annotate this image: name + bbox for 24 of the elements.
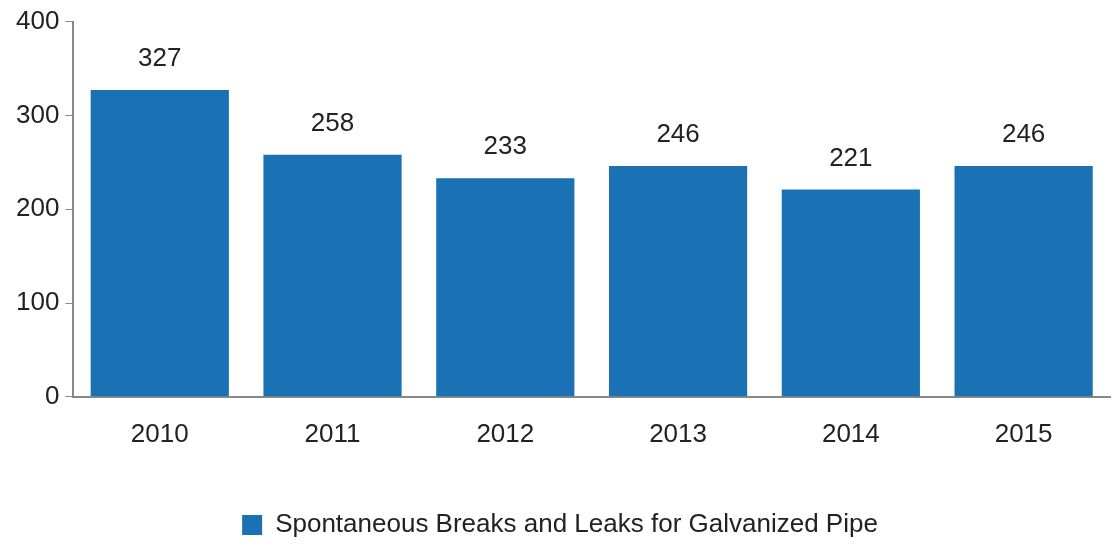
- data-label: 233: [483, 130, 527, 161]
- data-label: 258: [310, 106, 355, 137]
- bar: [90, 90, 229, 397]
- data-label: 327: [138, 42, 182, 73]
- x-tick-label: 2010: [130, 417, 189, 448]
- x-tick-label: 2013: [649, 417, 707, 448]
- y-tick-label: 400: [15, 4, 60, 35]
- y-tick-label: 200: [15, 192, 60, 223]
- y-tick-label: 100: [15, 286, 60, 317]
- data-label: 246: [1001, 118, 1046, 149]
- x-tick-label: 2015: [994, 417, 1053, 448]
- x-tick-label: 2012: [476, 417, 535, 448]
- y-tick-label: 0: [44, 379, 60, 410]
- bar: [781, 189, 920, 397]
- data-label: 246: [656, 118, 700, 149]
- bar: [608, 166, 748, 397]
- bar: [263, 154, 402, 397]
- x-tick-label: 2014: [821, 417, 880, 448]
- data-label: 221: [829, 141, 873, 172]
- legend-label: Spontaneous Breaks and Leaks for Galvanized Pipe: [275, 508, 878, 539]
- y-tick-label: 300: [15, 98, 60, 129]
- bar: [954, 166, 1093, 397]
- bar: [436, 178, 575, 397]
- x-tick-label: 2011: [304, 417, 361, 448]
